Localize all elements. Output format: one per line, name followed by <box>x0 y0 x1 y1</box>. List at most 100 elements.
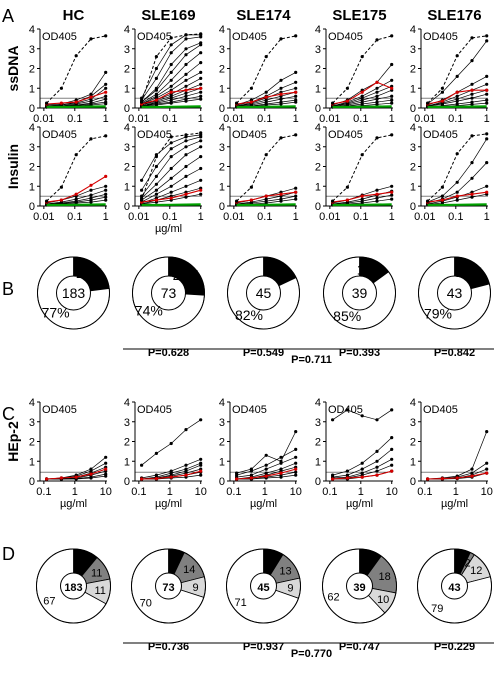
x-tick-label: 0.01 <box>319 211 340 223</box>
data-point <box>264 55 268 59</box>
pie-slice-label: 77% <box>42 304 70 320</box>
data-point <box>59 198 64 202</box>
data-point <box>199 61 203 65</box>
data-point <box>140 100 144 104</box>
data-point <box>184 91 188 95</box>
y-tick-label: 4 <box>219 397 225 409</box>
x-tick-label: 0.1 <box>67 113 82 125</box>
y-tick-label: 0 <box>219 103 225 115</box>
data-point <box>375 100 379 104</box>
data-point <box>345 198 349 202</box>
data-point <box>294 190 298 194</box>
data-point <box>169 51 173 55</box>
y-tick-label: 1 <box>315 83 321 95</box>
od405-label: OD405 <box>232 31 267 43</box>
plot-a-ssdna-hc: 0 1 2 3 4 0.01 0.1 1 OD405 <box>29 24 109 125</box>
data-point <box>360 475 364 479</box>
data-point <box>345 185 349 189</box>
data-point <box>485 430 489 434</box>
pie-slice-label: 15% <box>357 262 385 278</box>
y-tick-label: 0 <box>29 476 35 488</box>
pie-d-sle175: 39 10 18 10 62 <box>322 548 397 624</box>
y-tick-label: 0 <box>124 103 130 115</box>
data-point <box>59 101 64 105</box>
data-point <box>331 199 335 203</box>
x-tick-label: 1 <box>293 113 299 125</box>
data-point <box>154 55 158 59</box>
data-point <box>390 86 394 90</box>
column-title-sle176: SLE176 <box>427 7 481 24</box>
negative-control-line <box>427 105 487 109</box>
y-tick-label: 1 <box>315 456 321 468</box>
data-point <box>294 133 298 137</box>
panel-label-b: B <box>2 279 14 299</box>
pie-center-count: 45 <box>256 285 272 301</box>
data-point <box>199 418 203 422</box>
data-point <box>345 476 349 480</box>
plot-c-hep-2-sle175: 0 1 2 3 4 0.1 1 10 µg/ml OD405 <box>315 397 398 510</box>
data-point <box>470 100 474 104</box>
data-point <box>375 465 379 469</box>
data-point <box>154 103 158 107</box>
overall-p-value: P=0.711 <box>291 354 332 366</box>
x-tick-label: 10 <box>481 486 493 498</box>
plot-a-insulin-sle175: 0 1 2 3 4 0.01 0.1 1 OD405 <box>315 122 395 223</box>
p-value-2: P=0.549 <box>243 347 284 359</box>
data-point <box>485 39 489 43</box>
data-point <box>390 469 394 473</box>
data-point <box>485 82 489 86</box>
y-tick-label: 2 <box>29 437 35 449</box>
data-point <box>440 198 444 202</box>
data-point <box>485 137 489 141</box>
data-point <box>294 470 298 474</box>
plot-c-hep-2-sle169: 0 1 2 3 4 0.1 1 10 µg/ml OD405 <box>124 397 207 510</box>
x-axis-label: µg/ml <box>60 498 87 510</box>
x-tick-label: 1 <box>72 486 78 498</box>
y-tick-label: 1 <box>410 83 416 95</box>
data-point <box>169 43 173 47</box>
data-point <box>184 72 188 76</box>
x-tick-label: 1 <box>484 113 490 125</box>
x-tick-label: 1 <box>103 113 109 125</box>
data-point <box>199 32 203 36</box>
data-point <box>140 178 144 182</box>
row-label-insulin: Insulin <box>5 144 21 189</box>
data-point <box>199 473 203 477</box>
data-point <box>169 475 173 479</box>
x-tick-label: 1 <box>167 486 173 498</box>
pie-b-sle174: 45 18% 82% <box>227 256 300 330</box>
data-point <box>485 88 489 92</box>
data-point <box>169 84 173 88</box>
y-tick-label: 3 <box>124 417 130 429</box>
data-point <box>74 475 78 479</box>
panel-label-d: D <box>2 544 15 564</box>
data-point <box>455 476 459 480</box>
column-title-sle174: SLE174 <box>236 7 291 24</box>
data-point <box>104 467 108 471</box>
data-point <box>59 185 64 189</box>
data-point <box>184 463 188 467</box>
data-point <box>264 153 268 157</box>
pie-slice-label: 14 <box>183 564 195 576</box>
y-tick-label: 4 <box>29 397 35 409</box>
data-point <box>264 467 268 471</box>
pie-slice-label: 9 <box>268 555 274 567</box>
data-point <box>375 136 379 140</box>
data-point <box>59 86 64 90</box>
data-point <box>264 474 268 478</box>
y-tick-label: 4 <box>410 397 416 409</box>
positive-control-line <box>46 135 106 202</box>
x-tick-label: 1 <box>389 113 395 125</box>
data-point <box>470 192 474 196</box>
data-point <box>440 99 444 103</box>
data-point <box>294 461 298 465</box>
data-point <box>249 476 253 480</box>
p-value-4: P=0.842 <box>434 347 475 359</box>
data-point <box>184 139 188 143</box>
data-point <box>390 184 394 188</box>
pie-hole <box>437 275 472 311</box>
data-point <box>140 463 144 467</box>
data-point <box>169 36 173 40</box>
data-point <box>455 190 459 194</box>
